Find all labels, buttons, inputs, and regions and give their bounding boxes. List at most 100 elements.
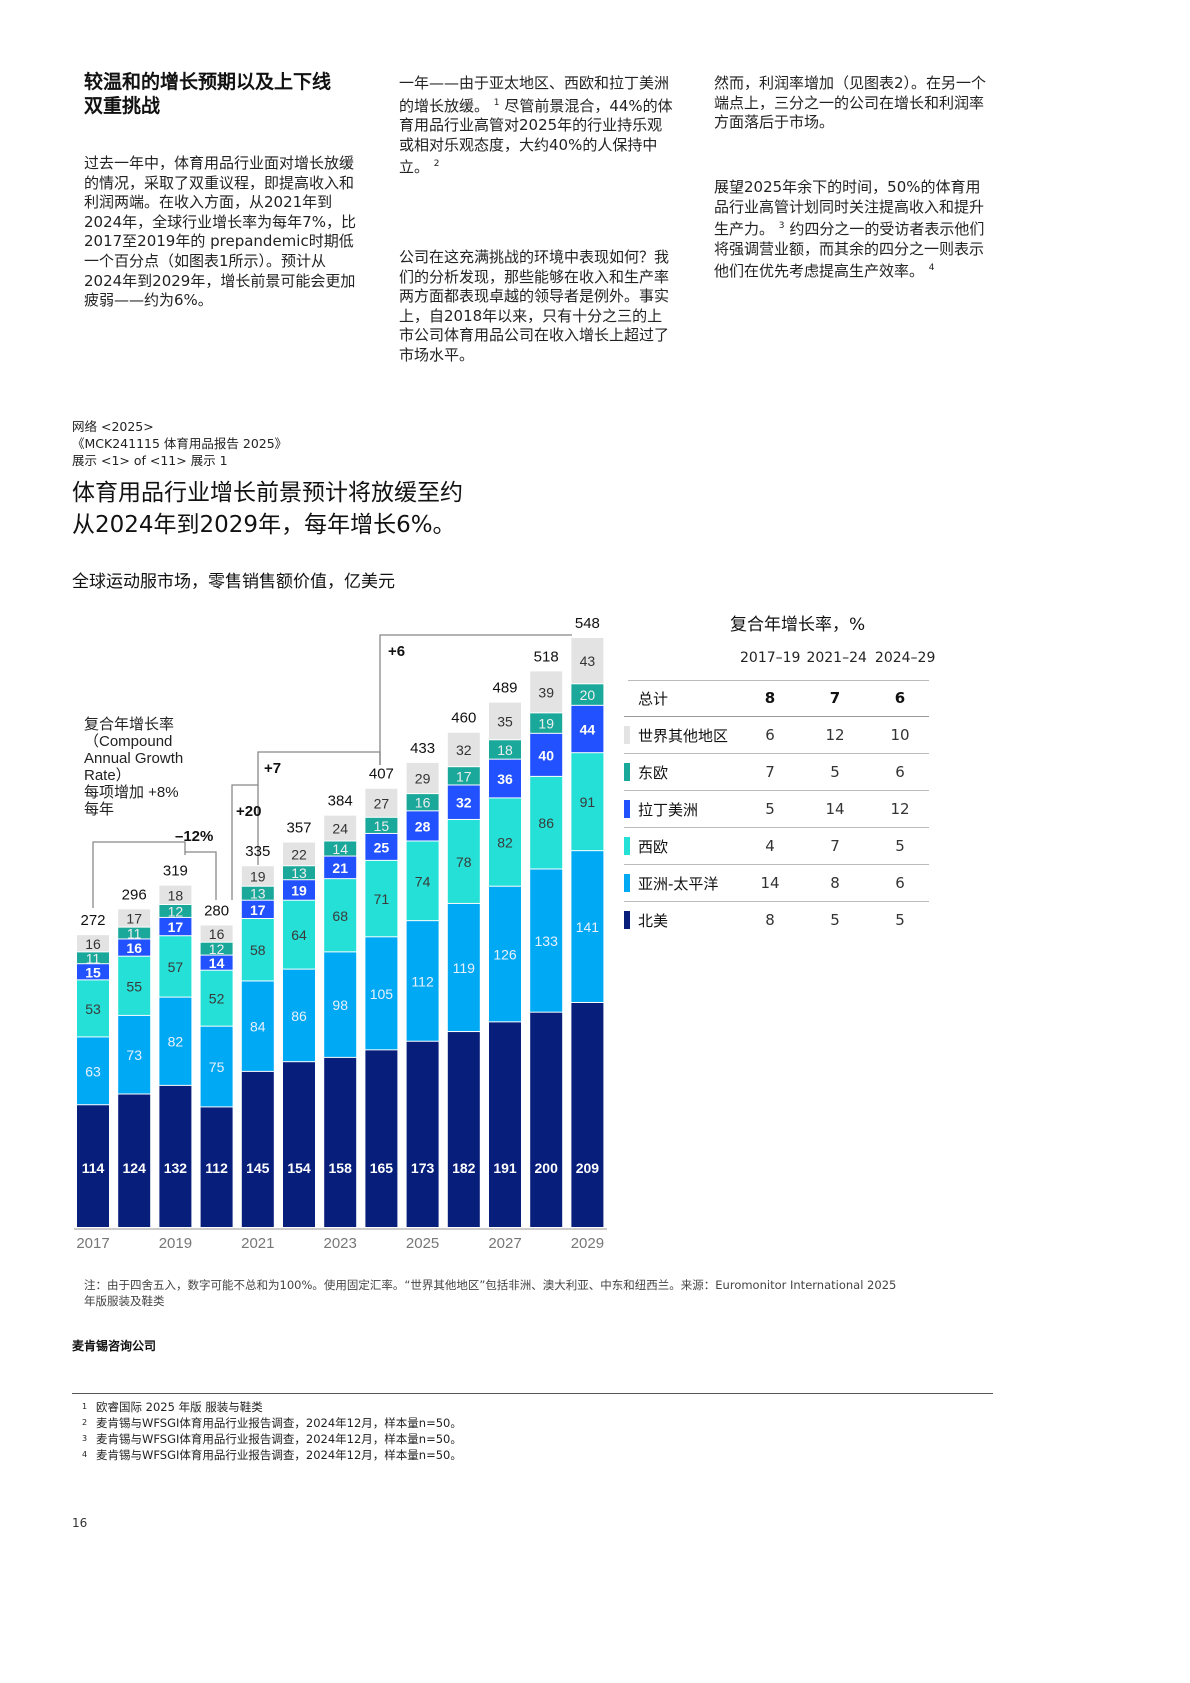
segment-label: 17: [126, 910, 142, 926]
exhibit-meta: 网络 <2025> 《MCK241115 体育用品报告 2025》 展示 <1>…: [72, 418, 287, 469]
bar-segment: [159, 1085, 192, 1227]
segment-label: 86: [538, 815, 554, 831]
paragraph: 然而，利润率增加（见图表2）。在另一个端点上，三分之一的公司在增长和利润率方面落…: [714, 74, 987, 132]
segment-label: 200: [535, 1160, 559, 1176]
segment-label: 11: [86, 950, 101, 966]
cagr-value: 5: [830, 911, 840, 929]
bar-segment: [159, 885, 192, 905]
total-label: 407: [369, 766, 394, 783]
bar-segment: [283, 1062, 315, 1227]
x-tick-label: 2027: [488, 1235, 521, 1252]
chart-note: 注：由于四舍五入，数字可能不总和为100%。使用固定汇率。“世界其他地区”包括非…: [84, 1278, 897, 1308]
footnote-number: 3: [82, 1434, 88, 1443]
cagr-value: 8: [765, 911, 775, 929]
bar-segment: [159, 936, 192, 997]
cagr-value: 5: [830, 763, 840, 781]
bar-segment: [77, 1105, 109, 1227]
bar-segment: [447, 732, 480, 767]
total-label: 548: [575, 615, 600, 632]
segment-label: 18: [168, 887, 184, 903]
footnote-divider: [72, 1393, 993, 1394]
segment-label: 105: [370, 986, 394, 1002]
row-label: 亚洲-太平洋: [638, 875, 719, 893]
bar-segment: [406, 794, 439, 811]
segment-label: 16: [209, 926, 225, 942]
legend-swatch: [624, 911, 630, 929]
segment-label: 68: [332, 908, 348, 924]
bar-segment: [530, 1012, 563, 1227]
cagr-value: 4: [765, 837, 775, 855]
row-label: 拉丁美洲: [638, 801, 699, 819]
bar-segment: [324, 815, 357, 841]
bar-segment: [571, 753, 604, 851]
bar-segment: [241, 866, 274, 886]
bar-segment: [118, 939, 151, 956]
bar-segment: [200, 955, 233, 970]
total-label: 384: [328, 793, 353, 810]
total-label: 335: [245, 843, 270, 860]
bar-segment: [324, 841, 357, 856]
cagr-value: 14: [825, 800, 845, 818]
cagr-value: 12: [825, 726, 845, 744]
segment-label: 13: [291, 865, 307, 881]
cagr-table: 总计 8 7 6 世界其他地区 6 12 10 东欧 7 5 6 拉丁美洲 5 14 12 西欧 4 7 5 亚洲-太平…: [624, 680, 929, 934]
segment-label: 73: [126, 1047, 142, 1063]
bar-segment: [447, 903, 480, 1032]
footnote: 3 麦肯锡与WFSGI体育用品行业报告调查，2024年12月，样本量n=50。: [82, 1431, 462, 1447]
bar-segment: [406, 921, 439, 1041]
bar-segment: [489, 798, 521, 886]
brand-name: 麦肯锡咨询公司: [72, 1339, 157, 1353]
segment-label: 74: [415, 873, 431, 889]
footnote-ref[interactable]: 4: [928, 263, 935, 274]
segment-label: 209: [576, 1160, 600, 1176]
bar-segment: [530, 671, 563, 713]
cagr-table-headers: 2017–19 2021–24 2024–29: [740, 650, 939, 666]
segment-label: 82: [497, 835, 513, 851]
footnote-ref[interactable]: 1: [493, 97, 500, 108]
cagr-table-row: 总计 8 7 6: [624, 680, 929, 716]
bracket-label: –12%: [175, 828, 213, 845]
segment-label: 15: [85, 964, 101, 980]
segment-label: 165: [370, 1160, 394, 1176]
cagr-value: 6: [765, 726, 775, 744]
x-tick-label: 2017: [76, 1235, 109, 1252]
segment-label: 19: [538, 716, 554, 732]
bar-segment: [283, 842, 315, 866]
x-tick-label: 2025: [406, 1235, 439, 1252]
footnote-ref[interactable]: 2: [433, 159, 440, 170]
cagr-value: 7: [765, 763, 775, 781]
cagr-value: 5: [895, 911, 905, 929]
cagr-table-title: 复合年增长率，%: [730, 615, 866, 635]
cagr-value: 14: [760, 874, 780, 892]
segment-label: 82: [168, 1034, 184, 1050]
total-label: 280: [204, 902, 229, 919]
segment-label: 12: [168, 903, 184, 919]
cagr-value: 12: [890, 800, 910, 818]
segment-label: 18: [497, 742, 513, 758]
row-label: 世界其他地区: [638, 727, 729, 745]
x-tick-label: 2021: [241, 1235, 274, 1252]
segment-label: 52: [209, 991, 225, 1007]
bar-segment: [200, 970, 233, 1026]
segment-label: 182: [452, 1160, 476, 1176]
segment-label: 32: [456, 742, 472, 758]
bar-segment: [77, 1037, 109, 1105]
bar-segment: [365, 788, 398, 817]
cagr-annotation-line3: 每年: [84, 801, 115, 818]
cagr-value: 5: [895, 837, 905, 855]
footnote-text: 欧睿国际 2025 年版 服装与鞋类: [96, 1400, 263, 1414]
row-label: 北美: [638, 912, 669, 930]
bar-segment: [159, 917, 192, 936]
segment-label: 71: [374, 891, 390, 907]
segment-label: 17: [168, 919, 184, 935]
segment-label: 91: [580, 794, 596, 810]
bar-segment: [241, 900, 274, 919]
segment-label: 112: [411, 973, 434, 989]
footnote-ref[interactable]: 3: [778, 221, 785, 232]
segment-label: 36: [497, 771, 513, 787]
segment-label: 63: [85, 1063, 101, 1079]
legend-swatch: [624, 874, 630, 892]
bar-segment: [447, 819, 480, 903]
bar-segment: [530, 869, 563, 1012]
segment-label: 16: [415, 795, 431, 811]
